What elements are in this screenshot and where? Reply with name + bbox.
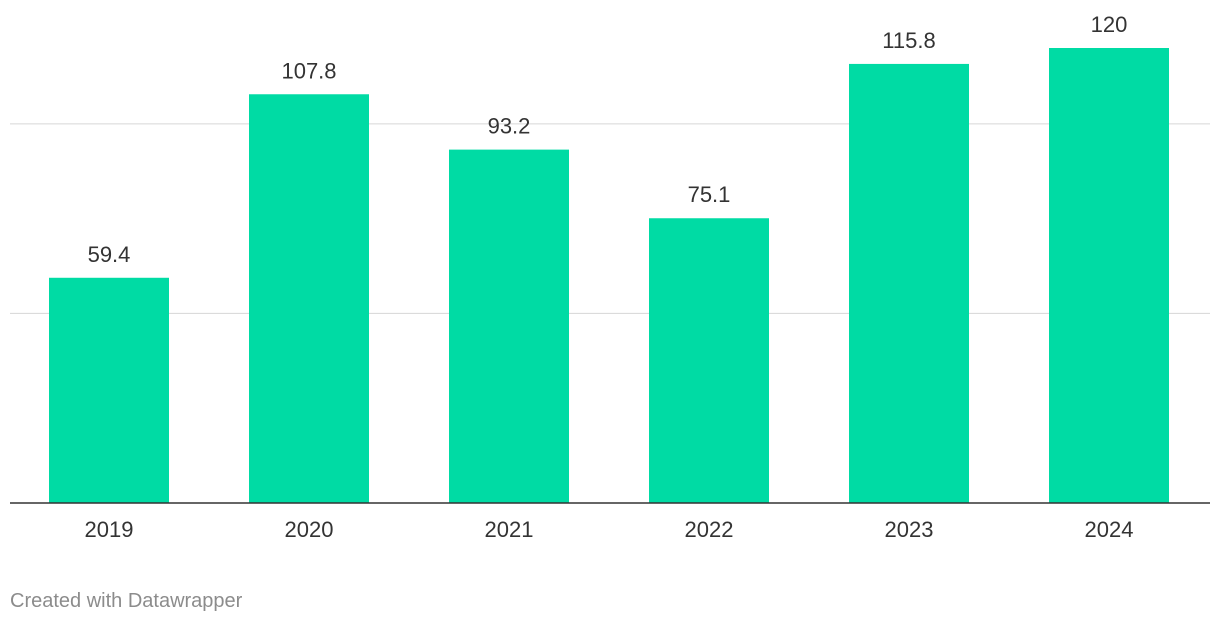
x-tick-label-2021: 2021 <box>485 517 534 542</box>
bar-2022 <box>649 218 769 503</box>
bar-2023 <box>849 63 969 504</box>
value-label-2020: 107.8 <box>281 58 336 83</box>
x-tick-label-2023: 2023 <box>885 517 934 542</box>
bars <box>49 48 1169 504</box>
value-label-2024: 120 <box>1091 12 1128 37</box>
x-tick-label-2022: 2022 <box>685 517 734 542</box>
value-label-2021: 93.2 <box>488 114 531 139</box>
x-tick-label-2020: 2020 <box>285 517 334 542</box>
value-label-2019: 59.4 <box>88 242 131 267</box>
x-tick-label-2024: 2024 <box>1085 517 1134 542</box>
bar-2024 <box>1049 48 1169 503</box>
value-label-2023: 115.8 <box>882 28 935 53</box>
x-axis: 2019 2020 2021 2022 2023 2024 <box>10 502 1210 542</box>
x-tick-label-2019: 2019 <box>85 517 134 542</box>
value-labels: 59.4 107.8 93.2 75.1 115.8 120 <box>88 12 1128 267</box>
gridlines <box>10 123 1210 314</box>
bar-2020 <box>249 94 369 503</box>
value-label-2022: 75.1 <box>688 182 731 207</box>
bar-2021 <box>449 149 569 503</box>
bar-2019 <box>49 277 169 503</box>
footer-credit: Created with Datawrapper <box>10 590 243 612</box>
